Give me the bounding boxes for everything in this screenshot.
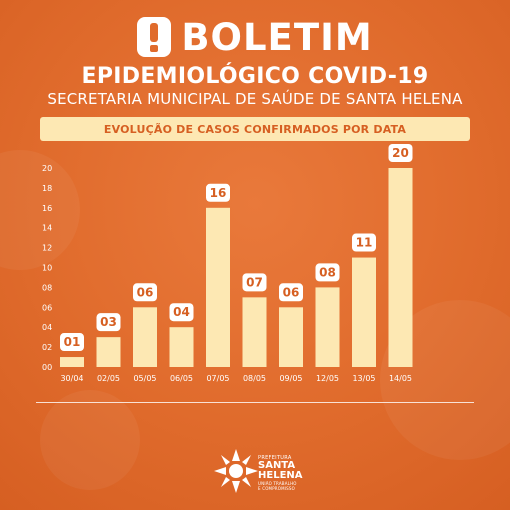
- bar: [60, 357, 84, 367]
- data-label-box: [315, 263, 340, 282]
- bar: [315, 287, 340, 367]
- secretaria-name: SECRETARIA MUNICIPAL DE SAÚDE DE SANTA H…: [47, 90, 463, 108]
- data-label: 08: [319, 265, 336, 279]
- data-label: 01: [64, 335, 81, 349]
- bar: [96, 337, 121, 367]
- x-tick-label: 14/05: [389, 374, 412, 383]
- x-tick-label: 12/05: [316, 374, 339, 383]
- logo-line-prefeitura: PREFEITURA: [258, 455, 292, 461]
- bar: [133, 307, 157, 367]
- data-label: 20: [392, 146, 409, 160]
- bar: [206, 207, 230, 367]
- y-tick-label: 10: [42, 264, 52, 273]
- page-title: BOLETIM: [181, 15, 373, 59]
- x-tick-label: 05/05: [133, 374, 156, 383]
- bar: [388, 168, 413, 367]
- data-label: 16: [210, 186, 227, 200]
- y-tick-label: 14: [42, 224, 52, 233]
- bar: [352, 257, 376, 367]
- header: BOLETIM: [0, 14, 510, 60]
- x-tick-label: 13/05: [352, 374, 375, 383]
- x-tick-label: 07/05: [206, 374, 229, 383]
- bar: [279, 307, 303, 367]
- y-tick-label: 04: [42, 323, 52, 332]
- data-label-box: [169, 303, 194, 322]
- data-label-box: [133, 283, 157, 302]
- data-label: 07: [246, 275, 263, 289]
- data-label-box: [96, 313, 121, 332]
- data-label: 04: [173, 305, 190, 319]
- data-label-box: [242, 273, 267, 292]
- page-subtitle: EPIDEMIOLÓGICO COVID-19: [81, 64, 429, 89]
- x-tick-label: 06/05: [170, 374, 193, 383]
- y-tick-label: 18: [42, 184, 52, 193]
- chart-title-banner: EVOLUÇÃO DE CASOS CONFIRMADOS POR DATA: [40, 117, 470, 141]
- y-tick-label: 08: [42, 283, 52, 292]
- y-tick-label: 00: [42, 363, 52, 372]
- background-blob: [40, 390, 140, 490]
- logo-text: PREFEITURA SANTA HELENA UNIÃO TRABALHO E…: [258, 456, 303, 491]
- exclamation-icon: [137, 17, 172, 57]
- x-tick-label: 30/04: [60, 374, 83, 383]
- y-tick-label: 16: [42, 204, 52, 213]
- logo-line-slogan-2: E COMPROMISSO: [258, 486, 295, 491]
- data-label-box: [388, 144, 413, 162]
- bar: [242, 297, 267, 367]
- sun-burst-logo-icon: [214, 449, 258, 493]
- y-tick-label: 02: [42, 343, 52, 352]
- divider: [36, 402, 474, 403]
- data-label: 06: [137, 285, 154, 299]
- logo-line-helena: HELENA: [258, 470, 303, 481]
- data-label: 03: [100, 315, 117, 329]
- logo-line-santa: SANTA: [258, 460, 296, 471]
- data-label-box: [206, 183, 230, 202]
- data-label-box: [279, 283, 303, 302]
- data-label: 06: [283, 285, 300, 299]
- y-tick-label: 20: [42, 164, 52, 173]
- x-tick-label: 09/05: [279, 374, 302, 383]
- logo-line-slogan-1: UNIÃO TRABALHO: [258, 481, 297, 486]
- x-tick-label: 08/05: [243, 374, 266, 383]
- data-label: 11: [356, 236, 373, 250]
- x-tick-label: 02/05: [97, 374, 120, 383]
- data-label-box: [60, 333, 84, 352]
- bar: [169, 327, 194, 367]
- data-label-box: [352, 233, 376, 252]
- y-tick-label: 06: [42, 303, 52, 312]
- y-tick-label: 12: [42, 244, 52, 253]
